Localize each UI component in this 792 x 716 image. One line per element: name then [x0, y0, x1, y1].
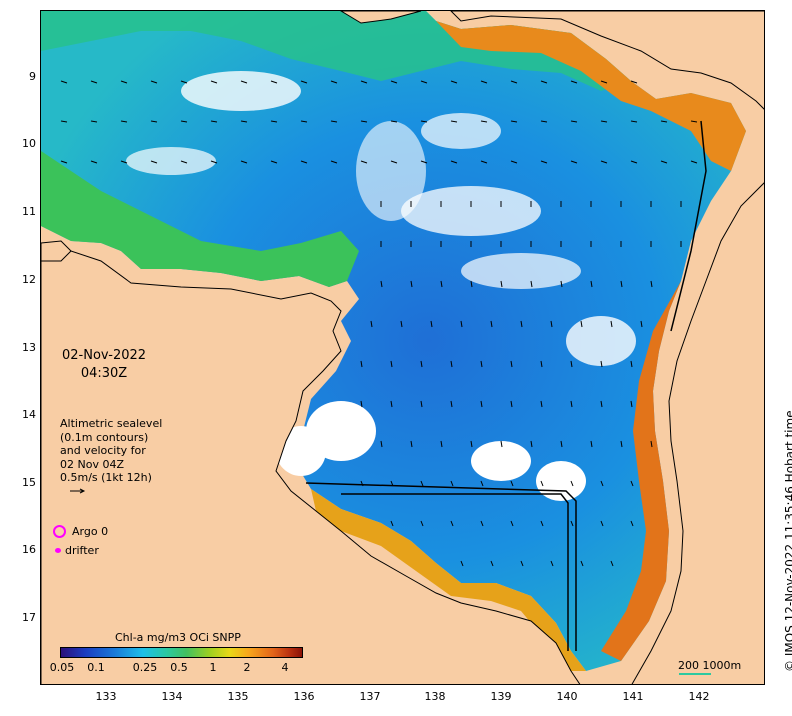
map-frame	[40, 10, 765, 685]
western-coastal-green	[41, 151, 359, 287]
south-coastal-orange	[311, 489, 586, 671]
map-date: 02-Nov-2022	[62, 348, 147, 363]
altimetry-line: 02 Nov 04Z	[60, 457, 124, 471]
map-time: 04:30Z	[80, 366, 128, 381]
x-tick-label: 141	[622, 690, 644, 703]
ocean-area	[41, 11, 746, 671]
y-tick-label: 16	[22, 543, 36, 556]
y-tick-label: 15	[22, 476, 36, 489]
y-tick-label: 14	[22, 408, 36, 421]
x-tick-label: 135	[227, 690, 249, 703]
scale-label: 200 1000m	[678, 659, 742, 672]
colorbar-tick: 1	[209, 661, 217, 674]
y-tick-label: 11	[22, 205, 36, 218]
x-tick-label: 137	[359, 690, 381, 703]
velocity-field	[60, 80, 698, 567]
altimetry-line: and velocity for	[60, 444, 146, 457]
x-tick-label: 142	[688, 690, 710, 703]
colorbar-tick: 0.25	[132, 661, 158, 674]
colorbar-tick: 4	[281, 661, 289, 674]
x-tick-label: 139	[490, 690, 512, 703]
altimetry-note: Altimetric sealevel (0.1m contours) and …	[60, 417, 162, 485]
altimetry-line: 0.5m/s (1kt 12h)	[60, 471, 152, 484]
y-tick-label: 17	[22, 611, 36, 624]
x-tick-label: 140	[556, 690, 578, 703]
y-tick-label: 9	[29, 70, 36, 83]
drifter-tracks	[305, 120, 707, 651]
x-tick-label: 134	[161, 690, 183, 703]
y-tick-label: 13	[22, 341, 36, 354]
drifter-marker-icon	[55, 548, 61, 553]
northeast-coastal-orange	[436, 21, 746, 171]
altimetry-line: Altimetric sealevel	[60, 417, 163, 430]
x-tick-label: 136	[293, 690, 315, 703]
chlorophyll-map	[41, 11, 764, 684]
colorbar-tick: 0.5	[170, 661, 188, 674]
credit-text: © IMOS 12-Nov-2022 11:35:46 Hobart time	[783, 410, 792, 672]
colorbar	[60, 647, 303, 658]
colorbar-tick: 0.05	[49, 661, 75, 674]
y-tick-label: 10	[22, 137, 36, 150]
colorbar-title: Chl-a mg/m3 OCi SNPP	[115, 631, 241, 644]
argo-label: Argo 0	[72, 525, 109, 538]
colorbar-tick: 0.1	[87, 661, 105, 674]
y-tick-label: 12	[22, 273, 36, 286]
colorbar-tick: 2	[243, 661, 251, 674]
land	[41, 11, 764, 684]
x-tick-label: 138	[424, 690, 446, 703]
velocity-scale-arrow	[70, 488, 86, 494]
scale-bar	[679, 673, 711, 675]
cloud-mask	[126, 71, 636, 501]
map-datetime: 02-Nov-2022 04:30Z	[62, 347, 146, 383]
argo-marker-icon	[53, 525, 66, 538]
drifter-label: drifter	[65, 544, 99, 557]
x-tick-label: 133	[95, 690, 117, 703]
altimetry-line: (0.1m contours)	[60, 430, 149, 444]
east-coastal-orange	[601, 281, 681, 661]
